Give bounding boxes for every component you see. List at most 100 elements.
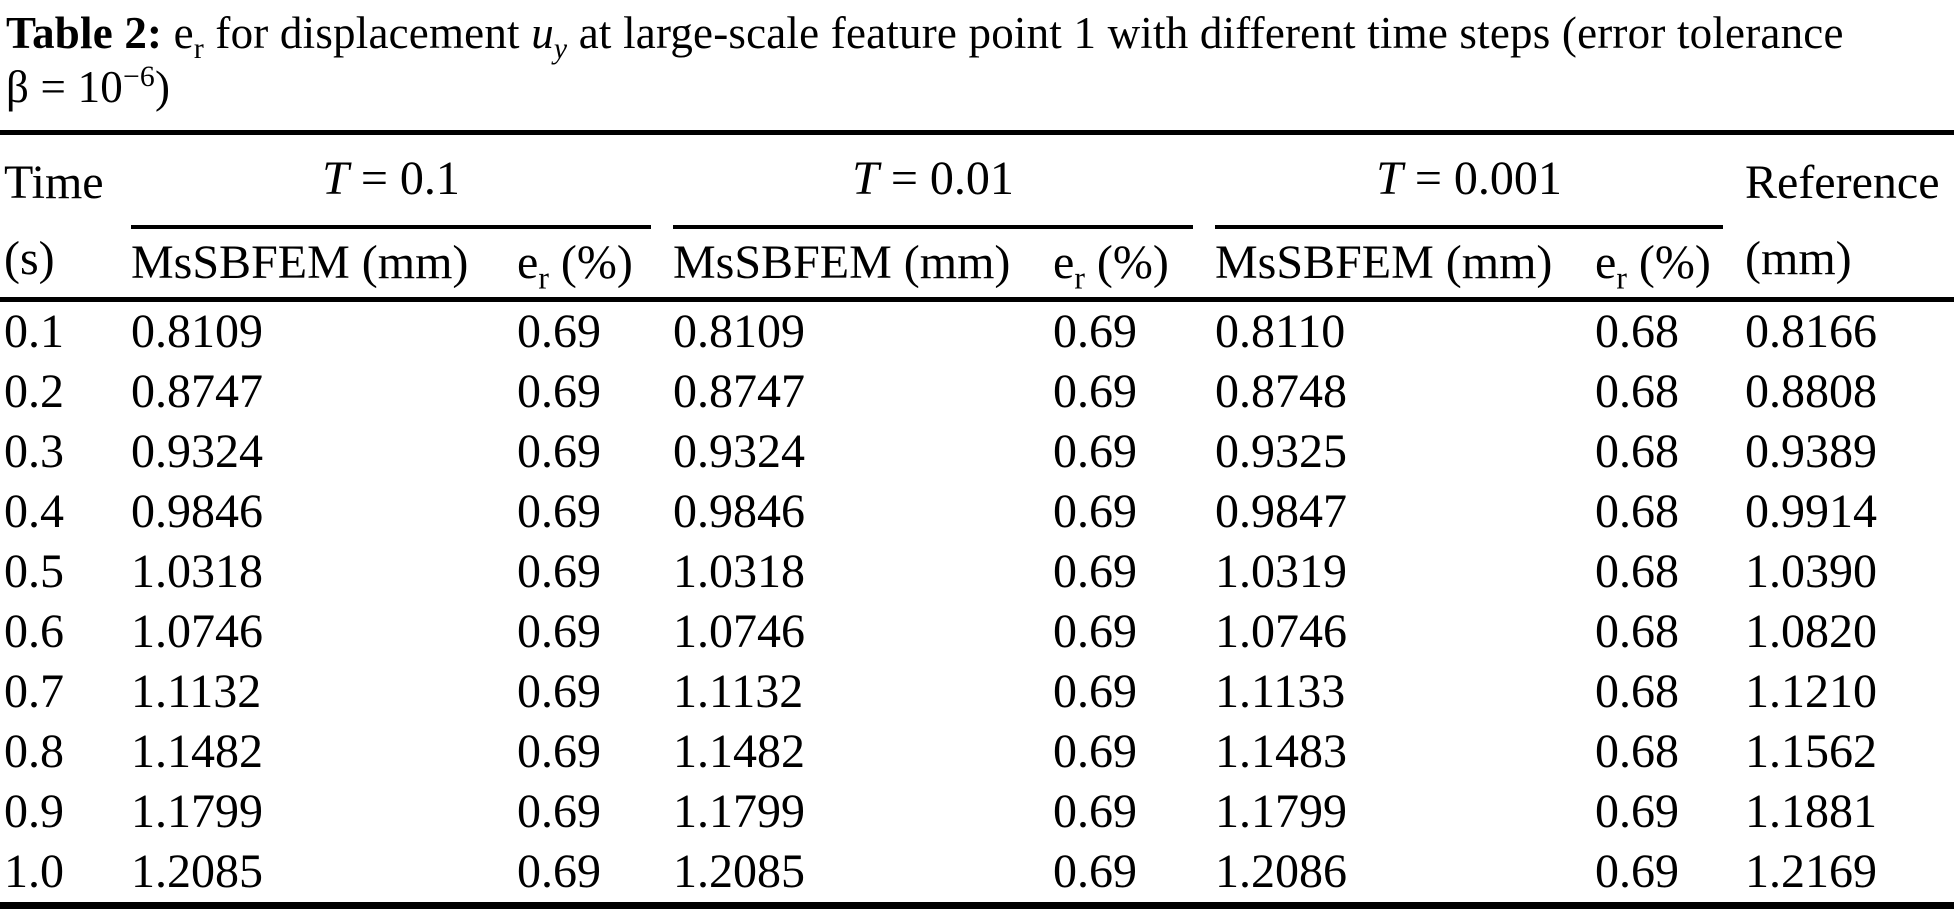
er-t0-1-value: 0.69: [517, 305, 601, 358]
msbfem-t0-01-value: 1.0746: [673, 605, 805, 658]
table-row: 0.5 1.0318 0.69 1.0318 0.69 1.0319 0.68 …: [0, 542, 1954, 602]
er-symbol: e: [1595, 236, 1617, 289]
er-unit: (%): [1084, 236, 1169, 289]
msbfem-t0-1-value: 0.8109: [131, 305, 263, 358]
time-value: 1.0: [0, 842, 131, 909]
er-t0-01-value: 0.69: [1053, 425, 1137, 478]
msbfem-t0-001-value: 0.8748: [1215, 365, 1347, 418]
sub-header-msbfem-t0-001: MsSBFEM (mm): [1215, 229, 1595, 302]
table-body: 0.1 0.8109 0.69 0.8109 0.69 0.8110 0.68 …: [0, 300, 1954, 909]
table-row: 0.1 0.8109 0.69 0.8109 0.69 0.8110 0.68 …: [0, 300, 1954, 363]
time-value: 0.2: [4, 365, 64, 418]
sub-header-msbfem-t0-1: MsSBFEM (mm): [131, 229, 517, 302]
table-row: 0.8 1.1482 0.69 1.1482 0.69 1.1483 0.68 …: [0, 722, 1954, 782]
caption-superscript-exp: −6: [122, 61, 155, 93]
er-t0-001-value: 0.68: [1595, 665, 1679, 718]
msbfem-t0-01-value: 1.1132: [673, 665, 804, 718]
msbfem-t0-001-value: 1.1483: [1215, 725, 1347, 778]
er-t0-1-value: 0.69: [517, 365, 601, 418]
col-group-t0-001: T = 0.001: [1215, 130, 1745, 229]
table-header: Time (s) T = 0.1 T = 0.01 T = 0.001 Refe…: [0, 130, 1954, 302]
table-caption: Table 2: er for displacement uy at large…: [0, 0, 1954, 114]
header-row-groups: Time (s) T = 0.1 T = 0.01 T = 0.001 Refe…: [0, 130, 1954, 302]
group-value: = 0.01: [878, 152, 1014, 205]
msbfem-t0-1-value: 1.0746: [131, 605, 263, 658]
sub-header-msbfem-t0-01: MsSBFEM (mm): [673, 229, 1053, 302]
er-t0-001-value: 0.68: [1595, 605, 1679, 658]
er-unit: (%): [548, 236, 633, 289]
reference-value: 1.1210: [1745, 665, 1877, 718]
caption-subscript-r: r: [193, 33, 204, 65]
group-var-T: T: [1376, 152, 1403, 205]
er-subscript: r: [1074, 260, 1085, 296]
er-t0-01-value: 0.69: [1053, 545, 1137, 598]
reference-value: 1.0390: [1745, 545, 1877, 598]
caption-text: e: [162, 8, 194, 58]
msbfem-t0-001-value: 1.0319: [1215, 545, 1347, 598]
table-row: 0.7 1.1132 0.69 1.1132 0.69 1.1133 0.68 …: [0, 662, 1954, 722]
er-t0-1-value: 0.69: [517, 425, 601, 478]
er-t0-1-value: 0.69: [517, 605, 601, 658]
er-t0-01-value: 0.69: [1053, 785, 1137, 838]
time-value: 0.4: [4, 485, 64, 538]
reference-value: 1.1881: [1745, 785, 1877, 838]
group-var-T: T: [852, 152, 879, 205]
caption-text: for displacement: [203, 8, 532, 58]
msbfem-t0-001-value: 0.9325: [1215, 425, 1347, 478]
er-t0-1-value: 0.69: [517, 725, 601, 778]
time-value: 0.7: [4, 665, 64, 718]
er-subscript: r: [1616, 260, 1627, 296]
caption-var-u: u: [531, 8, 554, 58]
msbfem-t0-1-value: 0.8747: [131, 365, 263, 418]
table-row: 1.0 1.2085 0.69 1.2085 0.69 1.2086 0.69 …: [0, 842, 1954, 909]
msbfem-t0-01-value: 1.1482: [673, 725, 805, 778]
reference-value: 1.1562: [1745, 725, 1877, 778]
msbfem-t0-01-value: 0.8747: [673, 365, 805, 418]
table-row: 0.6 1.0746 0.69 1.0746 0.69 1.0746 0.68 …: [0, 602, 1954, 662]
msbfem-t0-001-value: 1.1133: [1215, 665, 1346, 718]
caption-subscript-y: y: [553, 33, 568, 65]
col-header-time-line2: (s): [4, 232, 55, 285]
msbfem-t0-1-value: 1.0318: [131, 545, 263, 598]
er-t0-1-value: 0.69: [517, 842, 673, 909]
col-header-reference-line1: Reference: [1745, 156, 1940, 209]
msbfem-t0-1-value: 1.1799: [131, 785, 263, 838]
msbfem-t0-01-value: 1.1799: [673, 785, 805, 838]
er-t0-01-value: 0.69: [1053, 725, 1137, 778]
er-t0-1-value: 0.69: [517, 665, 601, 718]
table-row: 0.3 0.9324 0.69 0.9324 0.69 0.9325 0.68 …: [0, 422, 1954, 482]
caption-close-paren: ): [154, 62, 171, 112]
table-row: 0.2 0.8747 0.69 0.8747 0.69 0.8748 0.68 …: [0, 362, 1954, 422]
header-row-sub: MsSBFEM (mm) er (%) MsSBFEM (mm) er (%) …: [0, 229, 1954, 302]
er-t0-001-value: 0.68: [1595, 305, 1679, 358]
group-value: = 0.1: [348, 152, 460, 205]
er-t0-01-value: 0.69: [1053, 665, 1137, 718]
er-unit: (%): [1626, 236, 1711, 289]
msbfem-t0-01-value: 0.9324: [673, 425, 805, 478]
group-value: = 0.001: [1402, 152, 1562, 205]
er-t0-01-value: 0.69: [1053, 305, 1137, 358]
table-row: 0.4 0.9846 0.69 0.9846 0.69 0.9847 0.68 …: [0, 482, 1954, 542]
col-header-reference-line2: (mm): [1745, 232, 1852, 285]
caption-label: Table 2:: [6, 8, 163, 58]
cmidrule-t0-001: T = 0.001: [1215, 137, 1723, 229]
msbfem-t0-001-value: 1.0746: [1215, 605, 1347, 658]
col-group-t0-01-label: T = 0.01: [673, 137, 1193, 225]
group-var-T: T: [322, 152, 349, 205]
sub-header-er-t0-1: er (%): [517, 229, 673, 302]
cmidrule-t0-01: T = 0.01: [673, 137, 1193, 229]
msbfem-t0-001-value: 1.1799: [1215, 785, 1347, 838]
er-t0-01-value: 0.69: [1053, 365, 1137, 418]
sub-header-er-t0-01: er (%): [1053, 229, 1215, 302]
msbfem-t0-1-value: 1.1482: [131, 725, 263, 778]
er-t0-1-value: 0.69: [517, 785, 601, 838]
col-header-reference: Reference (mm): [1745, 130, 1954, 302]
time-value: 0.9: [4, 785, 64, 838]
msbfem-t0-01-value: 1.2085: [673, 842, 1053, 909]
caption-beta-formula: β = 10: [6, 62, 123, 112]
er-t0-001-value: 0.68: [1595, 425, 1679, 478]
er-t0-01-value: 0.69: [1053, 605, 1137, 658]
er-t0-001-value: 0.68: [1595, 485, 1679, 538]
results-table: Time (s) T = 0.1 T = 0.01 T = 0.001 Refe…: [0, 130, 1954, 909]
er-t0-001-value: 0.69: [1595, 842, 1745, 909]
